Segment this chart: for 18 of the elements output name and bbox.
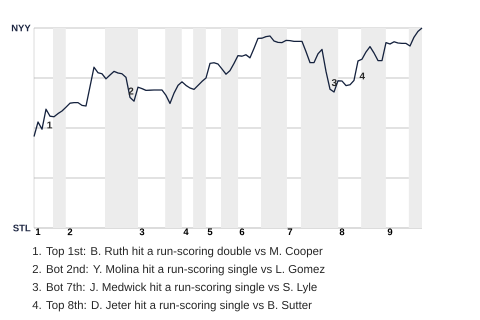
text: 2. Bot 2nd: Y. Molina hit a run-scoring single vs L. Gomez: [32, 264, 325, 276]
x-tick-label: 2: [68, 228, 72, 236]
x-tick-label: 1: [36, 228, 40, 236]
x-tick-label: 7: [288, 228, 292, 236]
x-tick-label: 6: [240, 228, 244, 236]
text: NYY: [12, 24, 31, 32]
x-tick-label: 3: [140, 228, 144, 236]
text: STL: [13, 224, 30, 232]
annotation: 3: [332, 79, 337, 86]
x-tick-label: 9: [388, 228, 392, 236]
text: 4. Top 8th: D. Jeter hit a run-scoring single vs B. Sutter: [32, 300, 312, 312]
text: 1. Top 1st: B. Ruth hit a run-scoring double vs M. Cooper: [33, 246, 323, 258]
x-tick-label: 4: [184, 228, 189, 236]
text: 3. Bot 7th: J. Medwick hit a run-scoring single vs S. Lyle: [32, 282, 317, 294]
annotation: 4: [360, 72, 365, 80]
x-tick-label: 8: [340, 228, 344, 236]
annotation: 1: [47, 122, 52, 128]
x-tick-label: 5: [208, 228, 212, 236]
